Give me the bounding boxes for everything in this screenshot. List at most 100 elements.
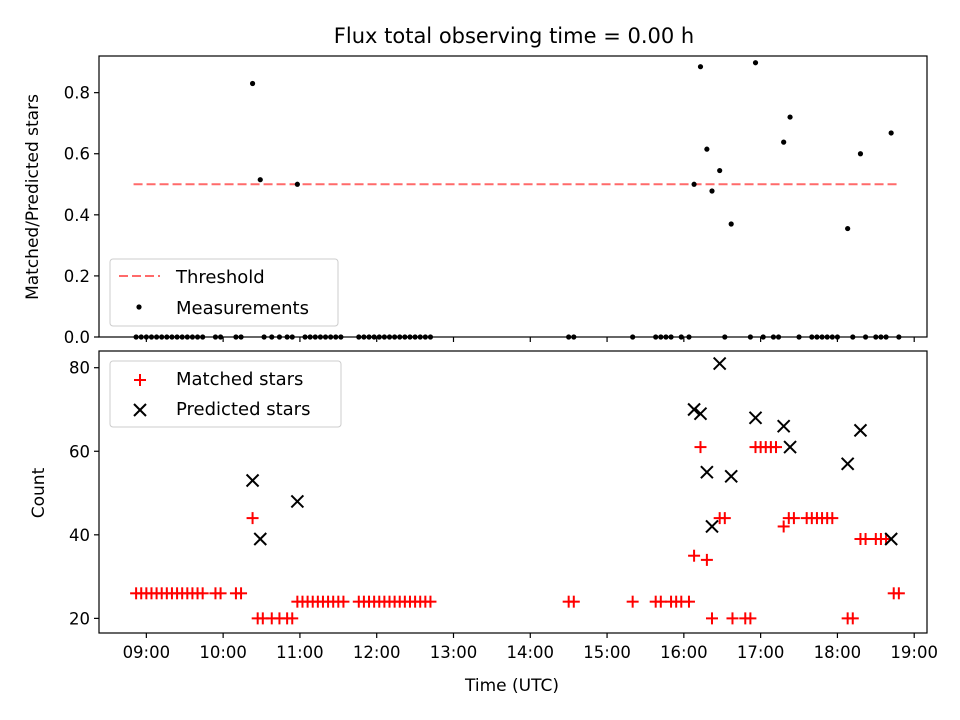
measurement-point — [752, 60, 759, 66]
y-tick-label: 20 — [69, 609, 90, 628]
measurement-point — [787, 114, 793, 120]
matched-star-point — [626, 595, 639, 608]
matched-star-point — [235, 587, 248, 600]
ratio-legend: Threshold Measurements — [109, 258, 339, 327]
matched-star-point — [337, 595, 350, 608]
x-tick-label: 19:00 — [890, 643, 938, 662]
matched-star-point — [567, 595, 580, 608]
x-tick-label: 10:00 — [199, 643, 247, 662]
predicted-star-point — [253, 532, 267, 546]
count-x-axis: 09:00 10:00 11:00 12:00 13:00 14:00 15:00 16:00… — [123, 633, 938, 662]
predicted-star-point — [853, 423, 868, 438]
matched-star-point — [726, 612, 739, 625]
count-legend-box — [109, 360, 342, 428]
measurement-point — [257, 177, 263, 183]
y-tick-label: 0.2 — [64, 267, 90, 286]
x-tick-label: 16:00 — [660, 643, 708, 662]
chart-title: Flux total observing time = 0.00 h — [334, 24, 694, 48]
matched-star-point — [286, 612, 299, 625]
measurement-point — [249, 80, 256, 87]
count-legend: Matched stars Predicted stars — [109, 360, 342, 428]
matched-legend-label: Matched stars — [176, 369, 303, 390]
x-tick-label: 11:00 — [276, 643, 324, 662]
predicted-star-point — [290, 494, 305, 509]
y-tick-label: 0.4 — [64, 206, 90, 225]
measurement-point — [888, 130, 894, 136]
matched-star-point — [769, 441, 782, 454]
matched-star-point — [718, 512, 731, 525]
ratio-panel: Threshold Measurements 0.0 0.2 0.4 0.6 0.8 M… — [23, 55, 928, 347]
y-tick-label: 0.6 — [64, 145, 90, 164]
predicted-star-point — [700, 465, 714, 479]
measurement-point — [845, 225, 851, 232]
matched-star-point — [424, 595, 437, 608]
matched-star-point — [787, 512, 800, 525]
predicted-star-point — [840, 457, 855, 471]
predicted-star-point — [693, 406, 708, 421]
matched-star-point — [826, 512, 839, 525]
ratio-y-axis: 0.0 0.2 0.4 0.6 0.8 — [64, 84, 99, 347]
matched-star-point — [700, 553, 713, 566]
matched-star-point — [682, 595, 695, 608]
measurement-point — [857, 151, 864, 157]
predicted-star-point — [687, 402, 701, 417]
measurements-legend-swatch — [136, 304, 142, 310]
matched-legend-swatch — [134, 374, 146, 386]
ratio-legend-box — [109, 258, 339, 327]
measurement-point — [704, 146, 710, 152]
y-tick-label: 0.0 — [64, 328, 90, 347]
threshold-legend-label: Threshold — [175, 267, 265, 288]
matched-star-point — [892, 587, 905, 600]
matched-star-point — [246, 512, 259, 525]
x-tick-label: 09:00 — [123, 643, 171, 662]
predicted-star-point — [748, 411, 763, 425]
count-y-axis-label: Count — [29, 467, 49, 518]
measurement-point — [691, 181, 697, 187]
matched-star-point — [196, 587, 209, 600]
x-tick-label: 14:00 — [506, 643, 554, 662]
ratio-axes-frame — [98, 55, 928, 338]
predicted-star-point — [245, 473, 260, 488]
predicted-star-point — [776, 419, 791, 433]
x-tick-label: 17:00 — [737, 643, 785, 662]
matched-star-point — [859, 533, 872, 545]
measurement-point — [709, 188, 715, 194]
y-tick-label: 40 — [69, 526, 90, 545]
predicted-legend-swatch — [133, 403, 147, 417]
y-tick-label: 0.8 — [64, 84, 90, 103]
x-axis-label: Time (UTC) — [464, 676, 559, 696]
count-panel: Matched stars Predicted stars 20 40 60 80 0… — [29, 350, 938, 696]
predicted-star-point — [783, 440, 797, 454]
y-tick-label: 60 — [69, 442, 90, 461]
count-y-axis: 20 40 60 80 — [69, 359, 99, 628]
measurement-point — [294, 181, 300, 187]
measurement-point — [697, 64, 704, 70]
matched-star-point — [654, 595, 667, 608]
matched-star-point — [744, 612, 757, 625]
count-marks — [130, 356, 905, 625]
predicted-star-point — [724, 469, 738, 484]
predicted-star-point — [705, 519, 719, 534]
x-tick-label: 18:00 — [814, 643, 862, 662]
measurement-point — [717, 167, 723, 174]
x-tick-label: 12:00 — [353, 643, 401, 662]
matched-star-point — [777, 520, 790, 533]
ratio-x-axis — [145, 337, 915, 342]
measurement-point — [781, 139, 787, 145]
y-tick-label: 80 — [69, 359, 90, 378]
matched-star-point — [846, 612, 859, 625]
predicted-star-point — [712, 356, 727, 371]
measurements-legend-label: Measurements — [176, 298, 309, 319]
x-tick-label: 15:00 — [583, 643, 631, 662]
measurement-point — [728, 221, 734, 227]
matched-star-point — [214, 587, 227, 600]
ratio-y-axis-label: Matched/Predicted stars — [23, 94, 43, 300]
x-tick-label: 13:00 — [430, 643, 478, 662]
count-axes-frame — [98, 350, 928, 634]
matched-star-point — [706, 612, 719, 625]
predicted-star-point — [884, 532, 898, 546]
matched-star-point — [688, 549, 701, 562]
matched-star-point — [694, 441, 707, 454]
predicted-legend-label: Predicted stars — [176, 399, 310, 420]
